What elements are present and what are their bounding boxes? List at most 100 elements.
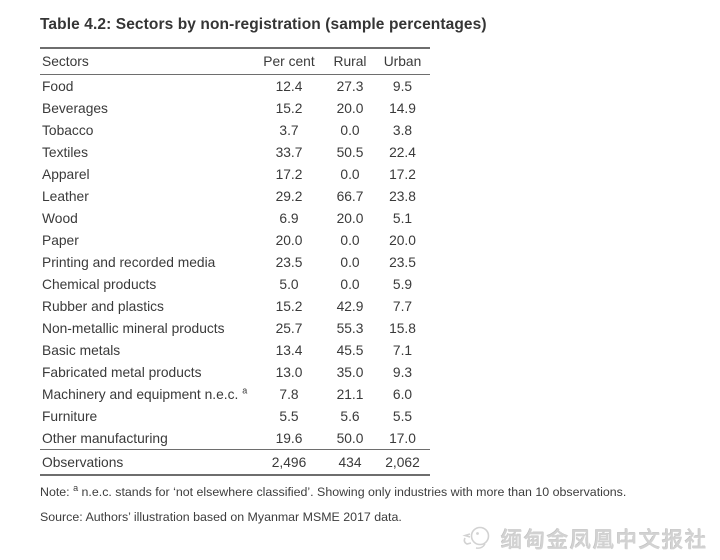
per-cent-cell: 20.0 bbox=[275, 232, 303, 248]
table-row: Food 12.4 27.3 9.5 bbox=[40, 75, 430, 98]
sector-cell: Beverages bbox=[42, 100, 108, 116]
urban-cell: 17.0 bbox=[389, 430, 416, 446]
table-row: Non-metallic mineral products 25.7 55.3 15.… bbox=[40, 317, 430, 339]
per-cent-cell: 29.2 bbox=[275, 188, 303, 204]
rural-cell: 50.5 bbox=[336, 144, 364, 160]
table-row: Wood 6.9 20.0 5.1 bbox=[40, 207, 430, 229]
observations-per-cent: 2,496 bbox=[253, 449, 325, 476]
rural-cell: 55.3 bbox=[336, 320, 364, 336]
rural-cell: 0.0 bbox=[340, 254, 360, 270]
urban-cell: 20.0 bbox=[389, 232, 416, 248]
urban-cell: 9.5 bbox=[392, 78, 413, 94]
table-row: Fabricated metal products 13.0 35.0 9.3 bbox=[40, 361, 430, 383]
rural-cell: 0.0 bbox=[340, 276, 360, 292]
per-cent-cell: 7.8 bbox=[279, 386, 299, 402]
per-cent-cell: 13.0 bbox=[275, 364, 303, 380]
table-row: Tobacco 3.7 0.0 3.8 bbox=[40, 119, 430, 141]
watermark: 缅甸金凤凰中文报社 bbox=[462, 524, 708, 554]
urban-cell: 9.3 bbox=[392, 364, 413, 380]
rural-cell: 0.0 bbox=[340, 166, 360, 182]
observations-rural: 434 bbox=[325, 449, 375, 476]
sector-cell: Textiles bbox=[42, 144, 89, 160]
observations-row: Observations 2,496 434 2,062 bbox=[40, 449, 430, 476]
urban-cell: 3.8 bbox=[392, 122, 413, 138]
urban-cell: 6.0 bbox=[392, 386, 413, 402]
per-cent-cell: 23.5 bbox=[275, 254, 303, 270]
rural-cell: 21.1 bbox=[336, 386, 364, 402]
urban-cell: 5.1 bbox=[392, 210, 413, 226]
sector-cell: Wood bbox=[42, 210, 78, 226]
table-row: Basic metals 13.4 45.5 7.1 bbox=[40, 339, 430, 361]
urban-cell: 15.8 bbox=[389, 320, 416, 336]
note-prefix: Note: bbox=[40, 485, 74, 499]
per-cent-cell: 17.2 bbox=[275, 166, 303, 182]
per-cent-cell: 25.7 bbox=[275, 320, 303, 336]
table-row: Chemical products 5.0 0.0 5.9 bbox=[40, 273, 430, 295]
table-title: Table 4.2: Sectors by non-registration (… bbox=[40, 16, 487, 33]
urban-cell: 5.5 bbox=[392, 408, 413, 424]
table-row: Textiles 33.7 50.5 22.4 bbox=[40, 141, 430, 163]
per-cent-cell: 13.4 bbox=[275, 342, 303, 358]
rural-cell: 20.0 bbox=[336, 100, 364, 116]
sector-cell: Rubber and plastics bbox=[42, 298, 164, 314]
observations-urban: 2,062 bbox=[375, 449, 430, 476]
sector-cell: Machinery and equipment n.e.c. a bbox=[42, 384, 248, 402]
sector-cell: Food bbox=[42, 78, 74, 94]
sector-superscript: a bbox=[242, 384, 248, 395]
per-cent-cell: 15.2 bbox=[275, 100, 303, 116]
urban-cell: 17.2 bbox=[389, 166, 416, 182]
per-cent-cell: 3.7 bbox=[279, 122, 299, 138]
table-row: Other manufacturing 19.6 50.0 17.0 bbox=[40, 427, 430, 450]
rural-cell: 0.0 bbox=[340, 232, 360, 248]
per-cent-cell: 15.2 bbox=[275, 298, 303, 314]
sectors-table: Sectors Per cent Rural Urban Food 12.4 27.… bbox=[40, 47, 430, 476]
phoenix-logo-icon bbox=[462, 524, 496, 554]
sector-cell: Other manufacturing bbox=[42, 430, 168, 446]
sector-cell: Tobacco bbox=[42, 122, 94, 138]
sector-cell: Chemical products bbox=[42, 276, 157, 292]
column-header-urban: Urban bbox=[375, 47, 430, 75]
table-source: Source: Authors’ illustration based on M… bbox=[40, 510, 402, 524]
urban-cell: 23.8 bbox=[389, 188, 416, 204]
table-row: Beverages 15.2 20.0 14.9 bbox=[40, 97, 430, 119]
sector-cell: Non-metallic mineral products bbox=[42, 320, 225, 336]
urban-cell: 5.9 bbox=[392, 276, 413, 292]
table-header-row: Sectors Per cent Rural Urban bbox=[40, 47, 430, 75]
per-cent-cell: 12.4 bbox=[275, 78, 303, 94]
observations-label: Observations bbox=[40, 449, 253, 476]
table-row: Rubber and plastics 15.2 42.9 7.7 bbox=[40, 295, 430, 317]
table-row: Leather 29.2 66.7 23.8 bbox=[40, 185, 430, 207]
rural-cell: 42.9 bbox=[336, 298, 364, 314]
table-row: Paper 20.0 0.0 20.0 bbox=[40, 229, 430, 251]
urban-cell: 23.5 bbox=[389, 254, 416, 270]
sector-cell: Apparel bbox=[42, 166, 90, 182]
table-row: Machinery and equipment n.e.c. a 7.8 21.1 6… bbox=[40, 383, 430, 405]
per-cent-cell: 5.0 bbox=[279, 276, 299, 292]
column-header-per-cent: Per cent bbox=[253, 47, 325, 75]
watermark-text: 缅甸金凤凰中文报社 bbox=[501, 529, 708, 552]
table-note: Note: a n.e.c. stands for ‘not elsewhere… bbox=[40, 482, 720, 499]
urban-cell: 7.1 bbox=[392, 342, 413, 358]
rural-cell: 0.0 bbox=[340, 122, 360, 138]
urban-cell: 14.9 bbox=[389, 100, 416, 116]
sector-cell: Furniture bbox=[42, 408, 98, 424]
column-header-sectors: Sectors bbox=[40, 47, 253, 75]
urban-cell: 7.7 bbox=[392, 298, 413, 314]
rural-cell: 50.0 bbox=[336, 430, 364, 446]
rural-cell: 45.5 bbox=[336, 342, 364, 358]
table-row: Printing and recorded media 23.5 0.0 23.5 bbox=[40, 251, 430, 273]
per-cent-cell: 6.9 bbox=[279, 210, 299, 226]
per-cent-cell: 5.5 bbox=[279, 408, 299, 424]
note-superscript: a bbox=[73, 482, 79, 493]
sector-cell: Paper bbox=[42, 232, 79, 248]
sector-cell: Fabricated metal products bbox=[42, 364, 202, 380]
table-row: Furniture 5.5 5.6 5.5 bbox=[40, 405, 430, 427]
note-body: n.e.c. stands for ‘not elsewhere classif… bbox=[78, 485, 627, 499]
column-header-rural: Rural bbox=[325, 47, 375, 75]
rural-cell: 66.7 bbox=[336, 188, 364, 204]
per-cent-cell: 33.7 bbox=[275, 144, 303, 160]
urban-cell: 22.4 bbox=[389, 144, 416, 160]
sector-cell: Printing and recorded media bbox=[42, 254, 216, 270]
per-cent-cell: 19.6 bbox=[275, 430, 303, 446]
